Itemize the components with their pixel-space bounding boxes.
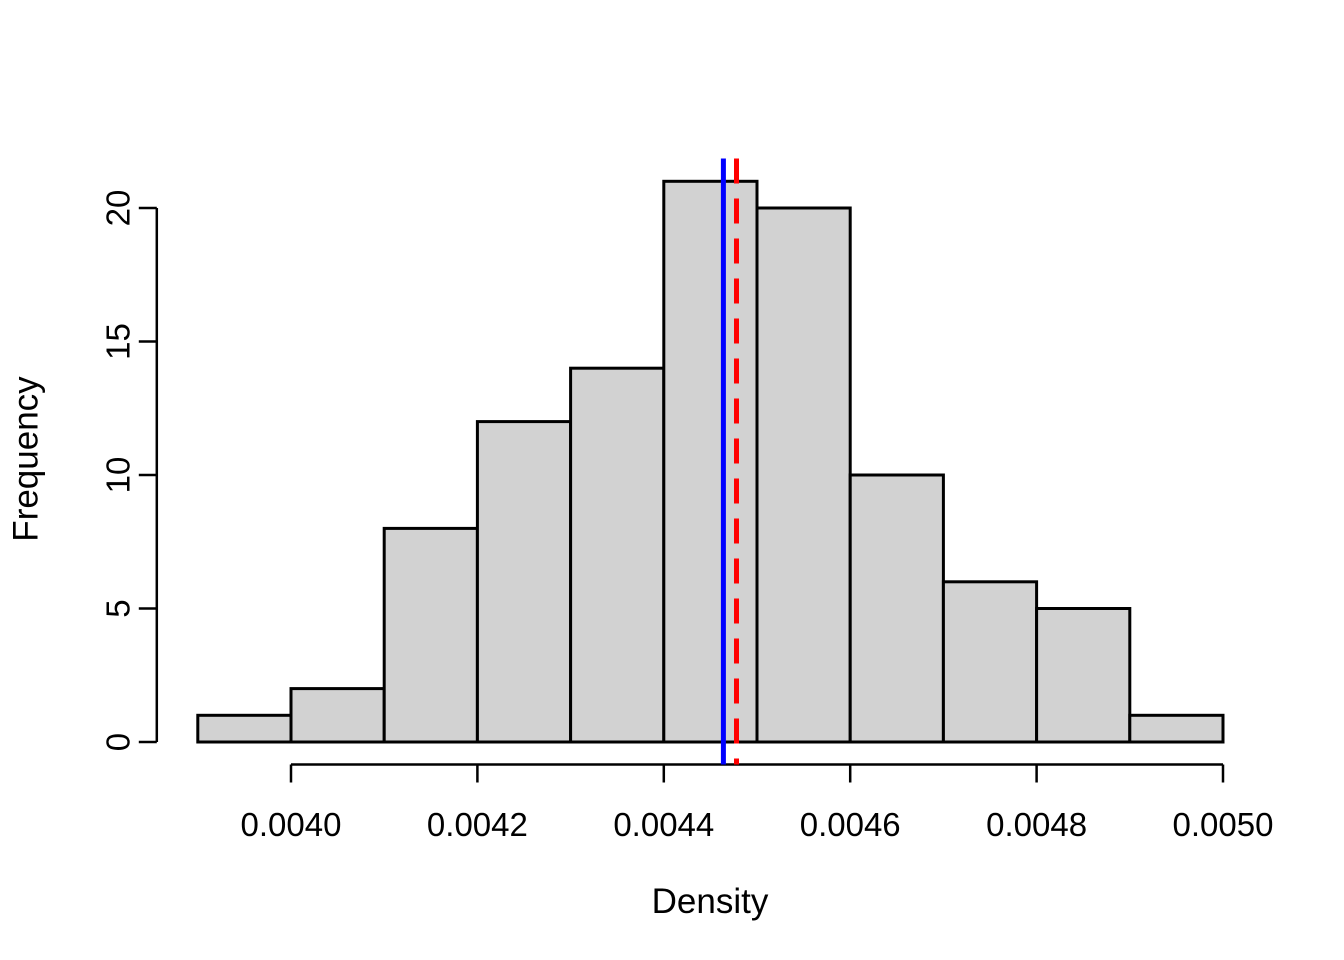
x-tick-label: 0.0042 [427,806,528,843]
y-tick-label: 15 [100,323,137,360]
histogram-bar [941,580,1039,744]
x-tick-label: 0.0046 [800,806,901,843]
y-tick-label: 20 [100,190,137,227]
x-tick-label: 0.0050 [1173,806,1274,843]
bars-group [196,179,1225,744]
histogram-bar [475,420,573,744]
y-tick-label: 5 [100,599,137,617]
y-tick-label: 0 [100,733,137,751]
axes-group: 0.0040 0.0042 0.0044 0.0046 0.0048 0.0050 0 5 10… [100,190,1274,843]
x-axis-title: Density [652,882,769,921]
y-axis-title: Frequency [7,376,46,542]
histogram-bar [848,473,945,744]
x-tick-label: 0.0048 [986,806,1087,843]
x-tick-label: 0.0044 [613,806,714,843]
vlines-group [720,158,739,765]
histogram-bar [382,526,479,744]
histogram-bar [289,687,386,744]
y-tick-label: 10 [100,457,137,494]
histogram-bar [755,206,852,744]
histogram-bar [569,366,666,744]
histogram-bar [1035,607,1132,744]
histogram-bar [196,713,293,744]
histogram-bar [1128,713,1225,744]
x-tick-label: 0.0040 [241,806,342,843]
histogram-bar [662,179,759,744]
